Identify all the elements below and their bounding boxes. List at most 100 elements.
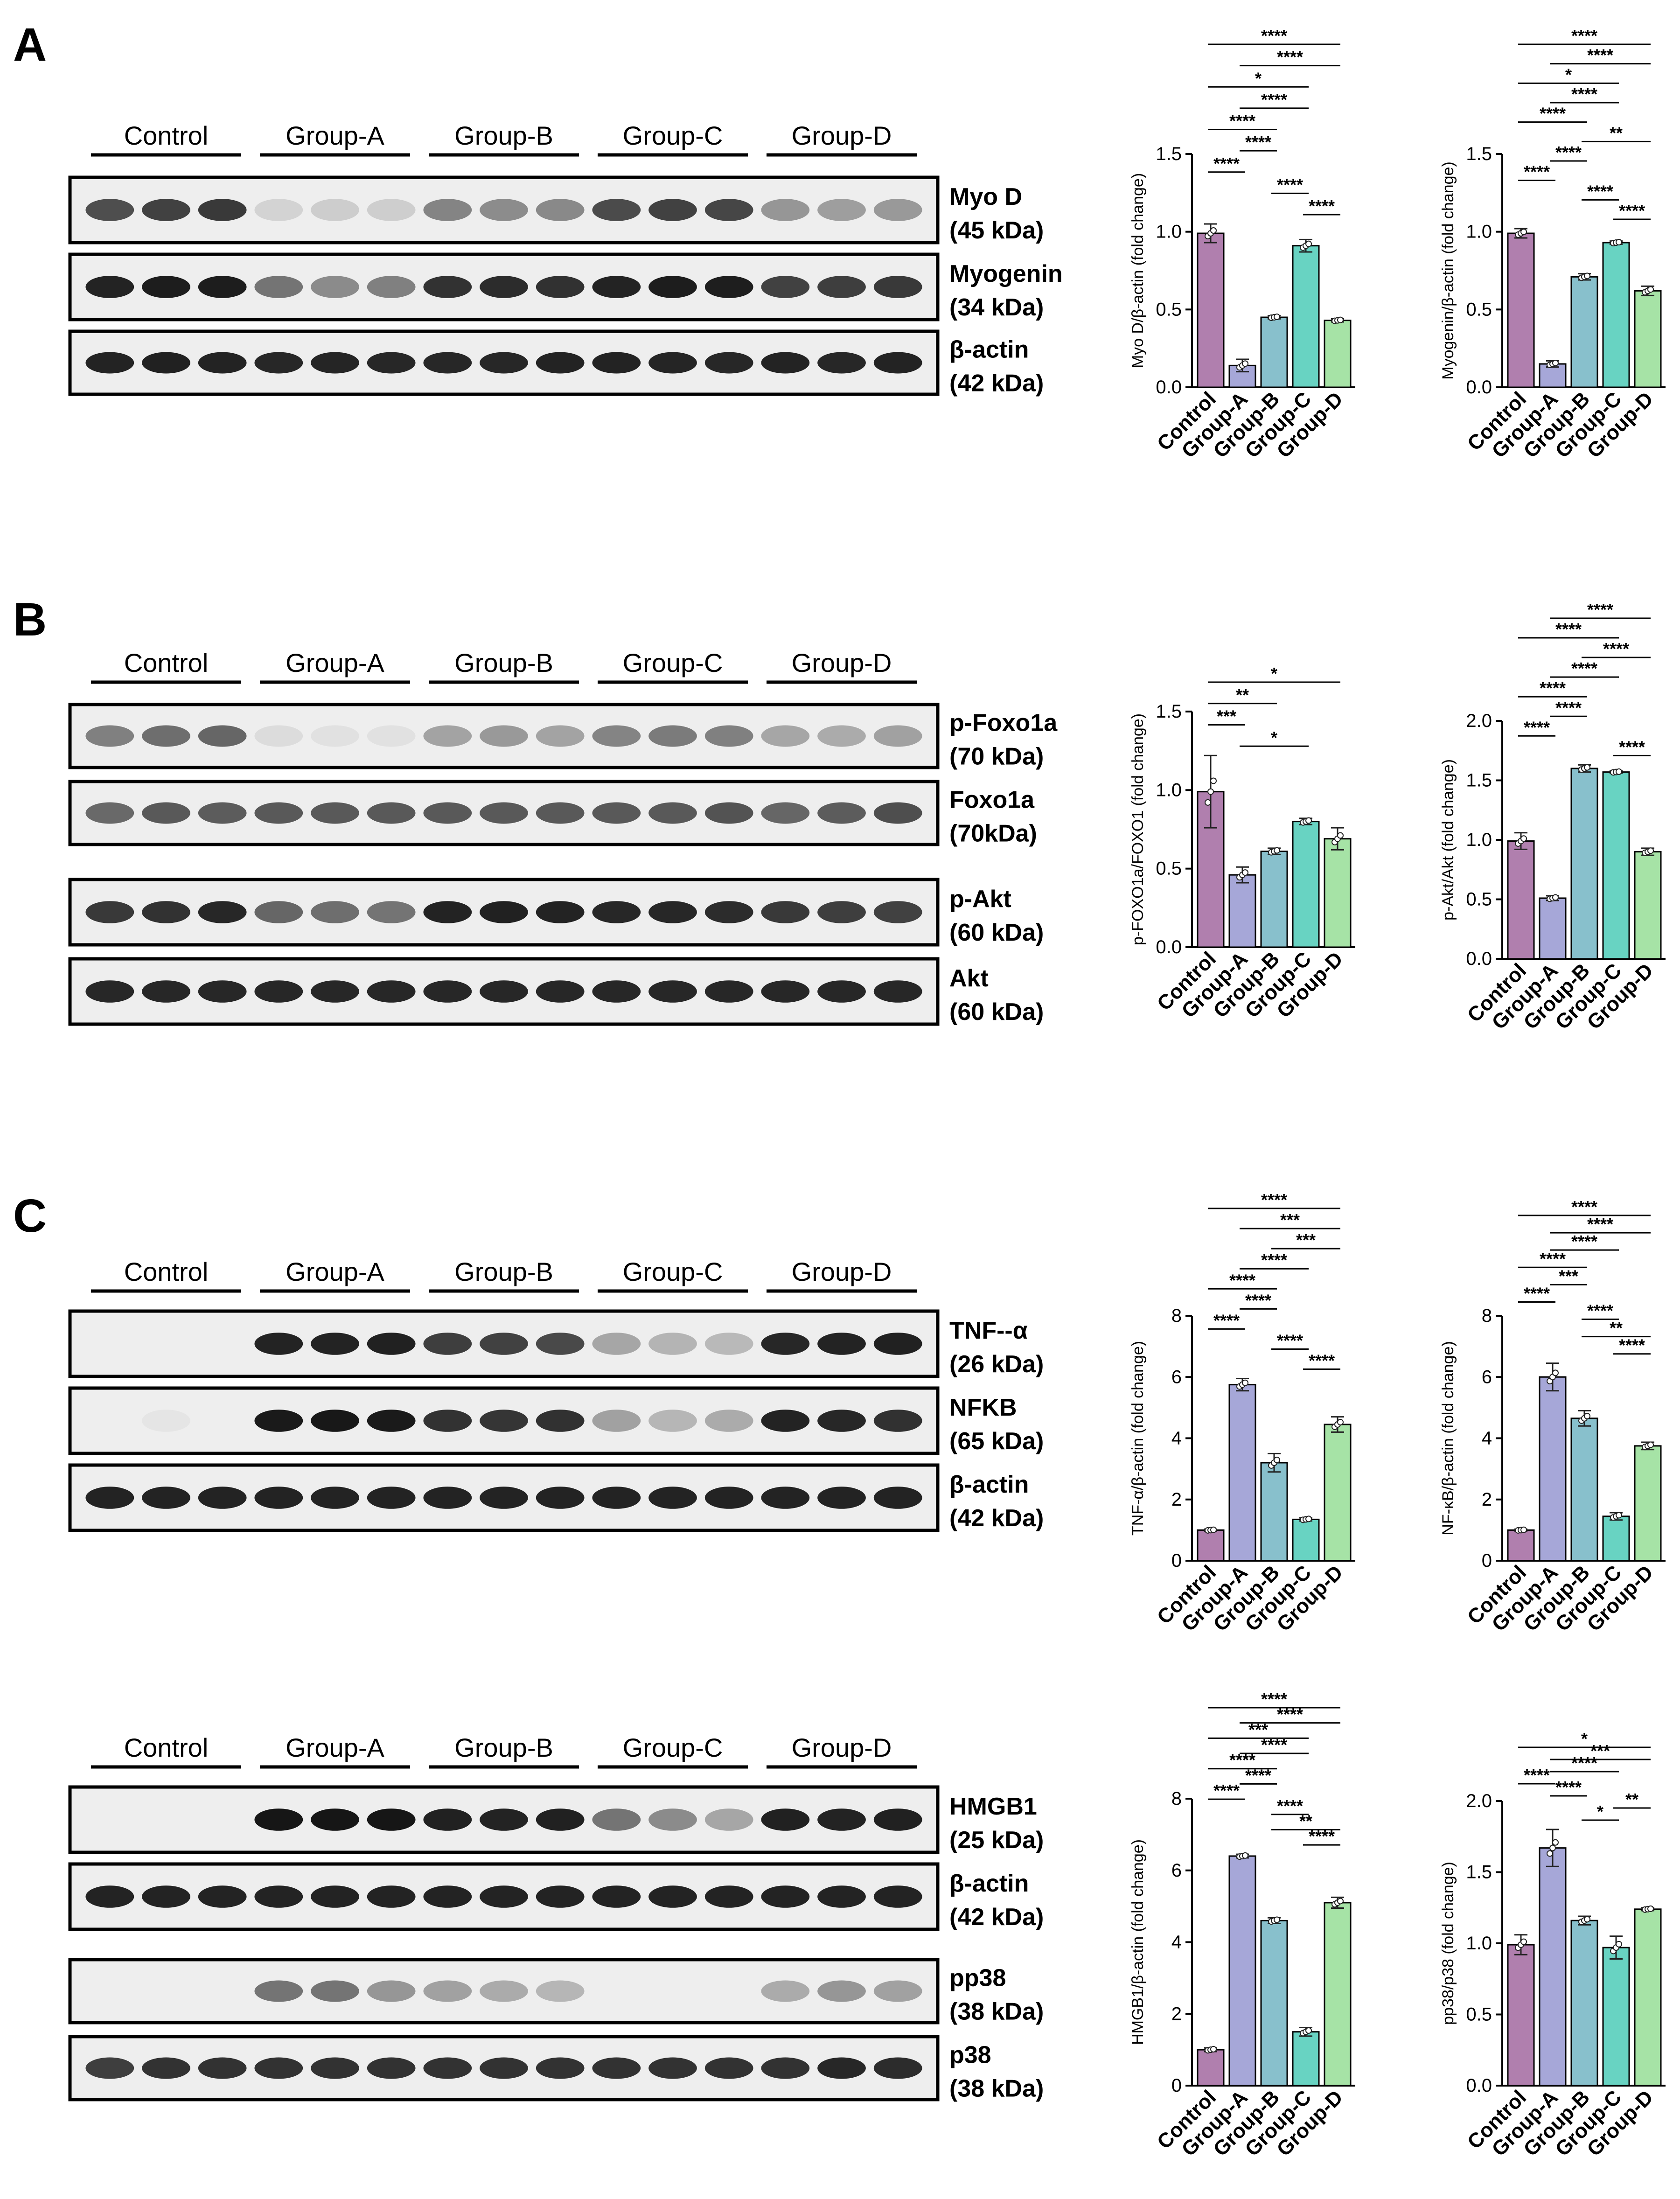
data-point [1205,799,1211,806]
band [592,199,641,221]
band [254,1885,303,1908]
y-tick-label: 2.0 [1466,1791,1492,1811]
significance-bracket: **** [1550,600,1651,619]
significance-label: **** [1309,1351,1335,1370]
band [536,802,585,824]
y-tick-label: 6 [1171,1860,1182,1881]
band [761,276,810,298]
band [761,352,810,374]
band [85,199,134,221]
y-axis-label: pp38/p38 (fold change) [1439,1862,1457,2025]
significance-bracket: **** [1582,1301,1619,1320]
significance-bracket: **** [1240,1735,1309,1754]
y-tick-label: 4 [1171,1932,1182,1953]
group-label: Group-D [792,648,892,677]
band [142,1885,190,1908]
blot-protein-label: β-actin [949,336,1029,363]
significance-bracket: **** [1550,1215,1651,1234]
group-label: Group-B [454,121,553,150]
band [480,199,528,221]
band [254,352,303,374]
band [142,802,190,824]
data-point [1305,1515,1312,1522]
data-point [1337,1898,1344,1905]
significance-label: **** [1555,620,1582,639]
band [761,802,810,824]
bar [1260,851,1288,948]
significance-bracket: *** [1271,1230,1340,1250]
significance-label: * [1255,69,1262,88]
band [198,802,247,824]
blot-kda-label: (60 kDa) [949,919,1044,946]
data-point [1207,788,1214,795]
band [648,276,697,298]
blot-kda-label: (60 kDa) [949,998,1044,1026]
blot--actin: β-actin (42 kDa) [68,1862,1044,1931]
band [761,2057,810,2079]
data-point [1552,1839,1559,1846]
band [423,1333,472,1355]
band [536,1808,585,1831]
band [254,276,303,298]
significance-label: **** [1571,84,1597,104]
significance-bracket: **** [1518,162,1555,182]
group-label: Control [124,1733,209,1762]
band [873,2057,922,2079]
significance-bracket: *** [1208,1720,1309,1739]
blot-nfkb: NFKB (65 kDa) [68,1386,1044,1455]
band [761,1410,810,1432]
band [254,1980,303,2002]
blot-kda-label: (42 kDa) [949,1904,1044,1931]
bar [1260,316,1288,388]
significance-bracket: **** [1582,639,1651,658]
data-point [1274,1916,1280,1923]
bar [1292,1518,1320,1562]
band [311,802,359,824]
band [423,1808,472,1831]
data-point [1584,1412,1590,1419]
band [873,1885,922,1908]
bar [1570,1417,1598,1562]
significance-bracket: **** [1518,104,1587,123]
data-point [1210,2045,1217,2052]
band [198,725,247,747]
data-point [1242,360,1248,367]
y-tick-label: 2 [1171,1489,1182,1510]
data-point [1552,360,1559,366]
band [648,802,697,824]
band [817,901,866,923]
band [85,725,134,747]
blot-myogenin: Myogenin (34 kDa) [68,252,1063,321]
data-point [1616,1512,1622,1519]
band [592,1487,641,1509]
band [536,1333,585,1355]
band [648,901,697,923]
band [761,1487,810,1509]
bar [1507,1529,1535,1562]
data-point [1305,2027,1312,2034]
y-tick-label: 4 [1482,1428,1492,1449]
data-point [1274,1457,1280,1464]
band [592,352,641,374]
band [254,1487,303,1509]
bar [1324,1424,1352,1562]
blot-protein-label: p38 [949,2042,991,2069]
band [648,352,697,374]
bar [1507,840,1535,960]
band [311,1980,359,2002]
band [817,1885,866,1908]
blot-akt: Akt (60 kDa) [68,957,1044,1026]
band [423,901,472,923]
y-tick-label: 1.0 [1466,830,1492,850]
y-tick-label: 4 [1171,1428,1182,1449]
bar [1570,1920,1598,2087]
blot-kda-label: (45 kDa) [949,217,1044,244]
significance-bracket: * [1208,664,1340,683]
band [648,1885,697,1908]
band [85,1885,134,1908]
data-point [1616,239,1622,245]
blot-frame [68,1958,940,2024]
band [142,901,190,923]
group-label: Control [124,121,209,150]
